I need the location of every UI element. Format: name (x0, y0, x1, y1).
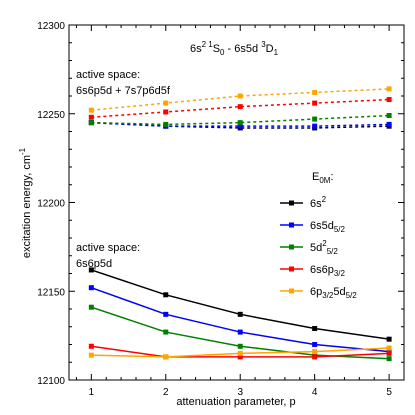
y-tick-label: 12150 (37, 287, 65, 298)
data-point (312, 116, 318, 122)
data-point (237, 93, 243, 99)
data-point (386, 350, 392, 356)
legend-marker (289, 288, 294, 294)
legend-label: 5d25/2 (310, 239, 338, 256)
data-point (312, 123, 318, 129)
data-point (237, 350, 243, 356)
series-layer (88, 86, 392, 362)
y-tick-label: 12250 (37, 110, 65, 121)
series-line-3-large-space (91, 98, 390, 119)
data-point (163, 100, 169, 106)
data-point (386, 121, 392, 127)
legend-label: 6s2 (310, 195, 327, 210)
x-tick-label: 4 (312, 387, 318, 398)
data-point (163, 121, 169, 127)
data-point (88, 304, 94, 310)
data-point (88, 107, 94, 113)
x-axis-label: attenuation parameter, p (176, 396, 295, 408)
axis-ticks: 1 2 3 4 5 12100 12150 12200 12250 12300 (37, 21, 404, 398)
data-point (163, 292, 169, 298)
annotation-active-space-small-line1: active space: (76, 242, 140, 254)
data-point (88, 267, 94, 273)
legend-marker (289, 222, 294, 228)
legend-items: 6s2 6s5d5/2 5d25/2 6s6p3/2 6p3/25d5/2 (280, 195, 357, 300)
legend-label: 6p3/25d5/2 (310, 286, 357, 300)
data-point (386, 356, 392, 362)
data-point (237, 123, 243, 129)
data-point (237, 343, 243, 349)
y-tick-label: 12100 (37, 376, 65, 387)
data-point (163, 311, 169, 317)
data-point (237, 104, 243, 110)
series-line-0-small-space (91, 269, 390, 340)
data-point (163, 354, 169, 360)
legend: E0M: 6s2 6s5d5/2 5d25/2 6s6p3/2 6p3/25d5/2 (280, 171, 357, 300)
data-point (386, 336, 392, 342)
annotation-active-space-large-line1: active space: (76, 69, 140, 81)
data-point (386, 86, 392, 92)
annotation-active-space-small-line2: 6s6p5d (76, 258, 112, 270)
series-line-2-large-space (91, 114, 390, 126)
series-line-1-large-space (91, 121, 390, 127)
data-point (386, 345, 392, 351)
data-point (386, 97, 392, 103)
x-tick-label: 2 (163, 387, 169, 398)
data-point (163, 109, 169, 115)
x-tick-label: 1 (89, 387, 95, 398)
y-axis-label: excitation energy, cm-1 (18, 147, 33, 258)
data-point (237, 120, 243, 126)
data-point (237, 311, 243, 317)
data-point (88, 285, 94, 291)
y-tick-label: 12200 (37, 199, 65, 210)
x-tick-label: 3 (237, 387, 243, 398)
legend-title: E0M: (312, 171, 334, 185)
data-point (312, 100, 318, 106)
data-point (163, 329, 169, 335)
series-line-4-large-space (91, 88, 390, 111)
data-point (312, 89, 318, 95)
data-point (312, 349, 318, 355)
chart-title: 6s2 1S0 - 6s5d 3D1 (190, 40, 279, 57)
legend-marker (289, 266, 294, 272)
data-point (88, 120, 94, 126)
data-point (88, 343, 94, 349)
x-tick-label: 5 (386, 387, 392, 398)
data-point (88, 352, 94, 358)
legend-label: 6s5d5/2 (310, 220, 346, 234)
legend-label: 6s6p3/2 (310, 264, 346, 278)
data-point (312, 342, 318, 347)
data-point (312, 354, 318, 360)
data-point (312, 326, 318, 332)
data-point (88, 114, 94, 120)
legend-marker (289, 244, 294, 250)
annotation-active-space-large-line2: 6s6p5d + 7s7p6d5f (76, 85, 171, 97)
y-tick-label: 12300 (37, 21, 65, 32)
legend-marker (289, 200, 294, 206)
data-point (237, 329, 243, 335)
data-point (237, 354, 243, 360)
data-point (386, 113, 392, 119)
